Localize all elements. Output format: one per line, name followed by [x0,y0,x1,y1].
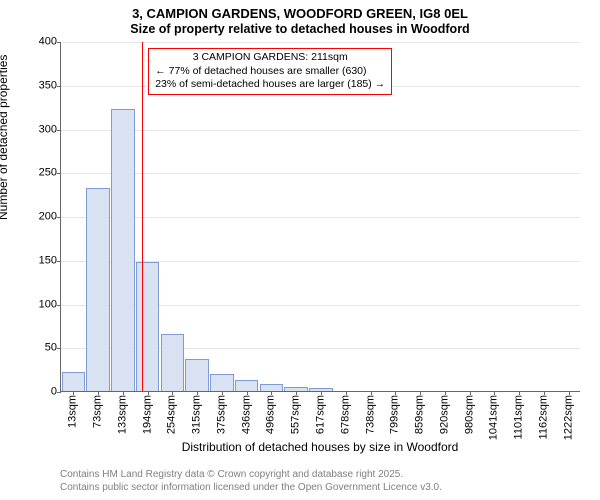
gridline-h [61,130,580,131]
marker-line [142,42,143,391]
ytick-label: 50 [45,343,61,354]
footer-line: Contains public sector information licen… [60,482,442,495]
histogram-bar [235,380,259,391]
ytick-label: 0 [51,387,61,398]
plot-area: 05010015020025030035040013sqm73sqm133sqm… [60,42,580,392]
x-axis-label: Distribution of detached houses by size … [60,440,580,454]
xtick-label: 133sqm [117,395,128,434]
xtick-label: 738sqm [365,395,376,434]
xtick-label: 1222sqm [563,395,574,440]
xtick-label: 799sqm [390,395,401,434]
chart-container: 3, CAMPION GARDENS, WOODFORD GREEN, IG8 … [0,0,600,500]
y-axis-label: Number of detached properties [0,55,10,220]
xtick-label: 1041sqm [489,395,500,440]
xtick-label: 678sqm [340,395,351,434]
annotation-line: 3 CAMPION GARDENS: 211sqm [155,51,385,65]
ytick-label: 200 [39,212,61,223]
xtick-label: 194sqm [142,395,153,434]
histogram-bar [185,359,209,391]
xtick-label: 13sqm [68,395,79,428]
histogram-bar [161,334,185,391]
footer-line: Contains HM Land Registry data © Crown c… [60,469,442,482]
gridline-h [61,42,580,43]
xtick-label: 375sqm [216,395,227,434]
annotation-line: 23% of semi-detached houses are larger (… [155,78,385,92]
xtick-label: 617sqm [316,395,327,434]
xtick-label: 920sqm [439,395,450,434]
histogram-bar [136,262,160,391]
ytick-label: 400 [39,37,61,48]
annotation-line: ← 77% of detached houses are smaller (63… [155,65,385,79]
xtick-label: 436sqm [241,395,252,434]
xtick-label: 980sqm [464,395,475,434]
annotation-box: 3 CAMPION GARDENS: 211sqm← 77% of detach… [148,48,392,95]
histogram-bar [260,384,284,391]
gridline-h [61,173,580,174]
xtick-label: 557sqm [291,395,302,434]
xtick-label: 254sqm [167,395,178,434]
chart-title: 3, CAMPION GARDENS, WOODFORD GREEN, IG8 … [0,0,600,22]
histogram-bar [210,374,234,392]
ytick-label: 250 [39,168,61,179]
xtick-label: 859sqm [415,395,426,434]
gridline-h [61,217,580,218]
histogram-bar [111,109,135,391]
xtick-label: 496sqm [266,395,277,434]
ytick-label: 100 [39,299,61,310]
xtick-label: 315sqm [192,395,203,434]
xtick-label: 1101sqm [514,395,525,439]
attribution-footer: Contains HM Land Registry data © Crown c… [60,469,442,494]
ytick-label: 350 [39,80,61,91]
histogram-bar [62,372,86,391]
ytick-label: 150 [39,255,61,266]
ytick-label: 300 [39,124,61,135]
chart-subtitle: Size of property relative to detached ho… [0,22,600,37]
xtick-label: 1162sqm [538,395,549,439]
xtick-label: 73sqm [93,395,104,428]
histogram-bar [86,188,110,391]
